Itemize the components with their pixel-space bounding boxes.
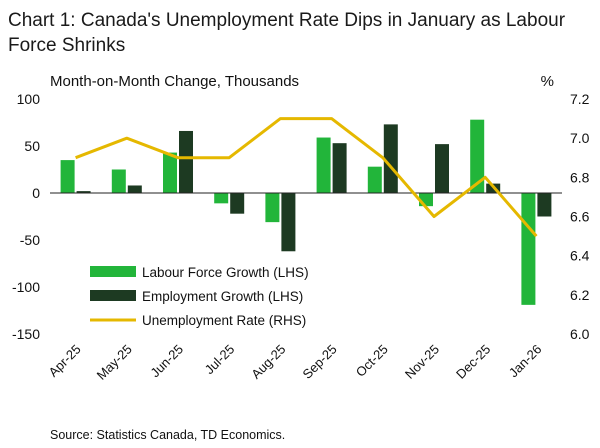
left-tick-label: 100 xyxy=(17,91,41,107)
employment-bar xyxy=(537,193,552,217)
x-tick-label: Jan-26 xyxy=(506,342,545,381)
labour-force-bar xyxy=(60,160,75,193)
employment-bar xyxy=(435,144,449,193)
x-tick-label: Aug-25 xyxy=(248,342,288,382)
employment-bar xyxy=(281,193,296,252)
left-tick-label: 50 xyxy=(24,138,40,154)
left-axis-ticks: 100 50 0 -50 -100 -150 xyxy=(12,91,40,342)
labour-force-bar xyxy=(470,119,485,193)
employment-bar xyxy=(179,130,193,193)
x-tick-label: Apr-25 xyxy=(46,342,84,380)
right-tick-label: 6.0 xyxy=(570,326,590,342)
left-tick-label: -150 xyxy=(12,326,40,342)
legend-label: Labour Force Growth (LHS) xyxy=(142,265,309,280)
employment-bar xyxy=(332,143,347,193)
employment-bar xyxy=(230,193,245,214)
legend-swatch xyxy=(90,266,136,277)
x-tick-label: Nov-25 xyxy=(402,342,442,382)
right-tick-label: 6.8 xyxy=(570,169,590,185)
left-tick-label: -100 xyxy=(12,279,40,295)
legend: Labour Force Growth (LHS) Employment Grow… xyxy=(90,265,309,328)
labour-force-bar xyxy=(265,193,280,223)
x-tick-label: Jun-25 xyxy=(147,342,186,381)
x-tick-label: Dec-25 xyxy=(453,342,493,382)
labour-force-bar xyxy=(316,137,331,193)
left-tick-label: 0 xyxy=(32,185,40,201)
left-axis-label: Month-on-Month Change, Thousands xyxy=(50,73,300,90)
unemployment-rate-line xyxy=(75,117,538,238)
x-axis-ticks: Apr-25 May-25 Jun-25 Jul-25 Aug-25 Sep-25 Oct-… xyxy=(46,342,545,383)
right-tick-label: 7.2 xyxy=(570,91,590,107)
labour-force-bar xyxy=(367,166,382,193)
chart-title: Chart 1: Canada's Unemployment Rate Dips… xyxy=(8,10,566,56)
x-tick-label: Sep-25 xyxy=(299,342,339,382)
x-tick-label: Oct-25 xyxy=(353,342,391,380)
legend-label: Employment Growth (LHS) xyxy=(142,289,303,304)
legend-swatch xyxy=(90,290,136,301)
labour-force-bar xyxy=(111,169,126,193)
right-tick-label: 6.2 xyxy=(570,287,590,303)
employment-bar xyxy=(383,124,398,193)
labour-force-bar xyxy=(163,152,177,193)
employment-bar xyxy=(127,185,142,193)
right-tick-label: 6.4 xyxy=(570,248,590,264)
right-tick-label: 7.0 xyxy=(570,130,590,146)
x-tick-label: Jul-25 xyxy=(202,342,238,378)
x-tick-label: May-25 xyxy=(94,342,135,383)
labour-force-bar xyxy=(521,193,536,305)
bars xyxy=(60,119,552,305)
legend-label: Unemployment Rate (RHS) xyxy=(142,313,306,328)
right-tick-label: 6.6 xyxy=(570,209,590,225)
right-axis-label: % xyxy=(540,73,554,90)
source-note: Source: Statistics Canada, TD Economics. xyxy=(50,428,286,442)
labour-force-bar xyxy=(214,193,229,204)
employment-bar xyxy=(76,191,91,193)
right-axis-ticks: 7.2 7.0 6.8 6.6 6.4 6.2 6.0 xyxy=(570,91,590,342)
left-tick-label: -50 xyxy=(20,232,40,248)
